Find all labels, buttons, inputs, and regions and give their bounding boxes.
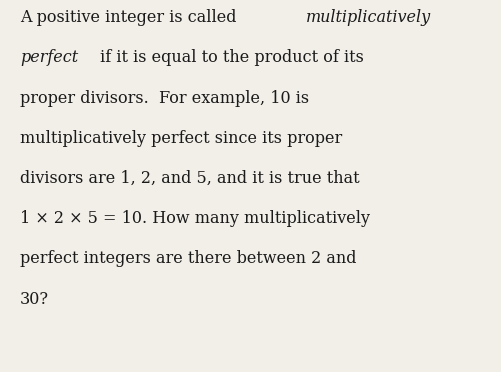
Text: perfect: perfect — [20, 49, 78, 67]
Text: 1 × 2 × 5 = 10. How many multiplicatively: 1 × 2 × 5 = 10. How many multiplicativel… — [20, 210, 369, 227]
Text: A positive integer is called: A positive integer is called — [20, 9, 241, 26]
Text: divisors are 1, 2, and 5, and it is true that: divisors are 1, 2, and 5, and it is true… — [20, 170, 359, 187]
Text: multiplicatively: multiplicatively — [306, 9, 430, 26]
Text: if it is equal to the product of its: if it is equal to the product of its — [95, 49, 363, 67]
Text: multiplicatively perfect since its proper: multiplicatively perfect since its prope… — [20, 130, 342, 147]
Text: 30?: 30? — [20, 291, 49, 308]
Text: proper divisors.  For example, 10 is: proper divisors. For example, 10 is — [20, 90, 309, 107]
Text: perfect integers are there between 2 and: perfect integers are there between 2 and — [20, 250, 356, 267]
